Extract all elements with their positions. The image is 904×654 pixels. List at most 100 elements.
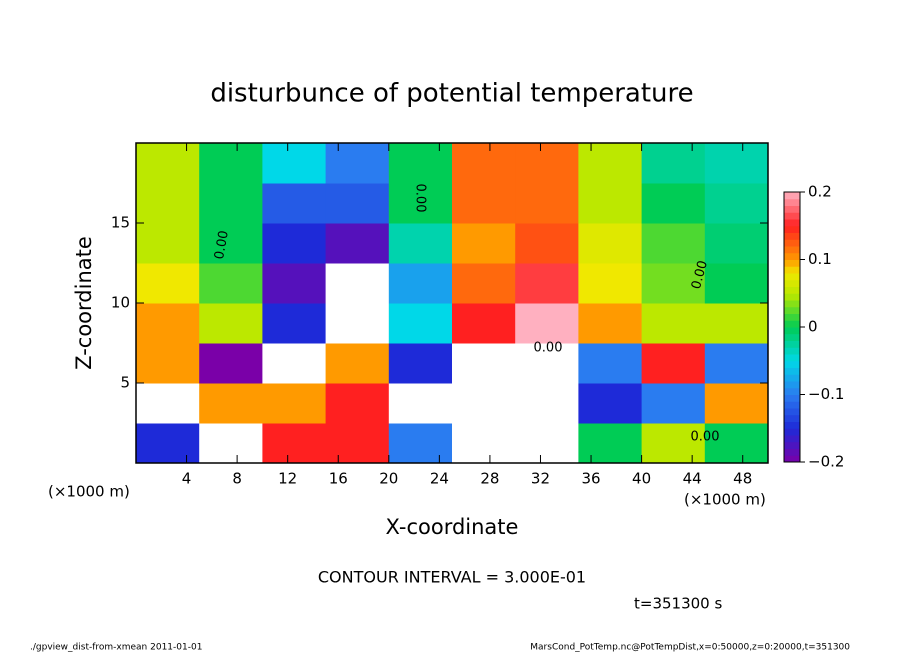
time-label: t=351300 s — [634, 595, 722, 613]
colorbar-tick-label: 0.2 — [808, 183, 832, 201]
cell — [515, 343, 579, 384]
cell — [515, 383, 579, 424]
cell — [452, 343, 516, 384]
cell — [704, 423, 769, 464]
colorbar-step — [784, 279, 800, 287]
footer-left: ./gpview_dist-from-xmean 2011-01-01 — [30, 643, 202, 653]
colorbar-tick-label: −0.1 — [808, 385, 844, 403]
x-tick-label: 16 — [329, 470, 348, 488]
colorbar-step — [784, 212, 800, 220]
y-tick-label: 15 — [111, 214, 130, 232]
colorbar-step — [784, 360, 800, 368]
colorbar-step — [784, 340, 800, 348]
contour-label: 0.00 — [413, 184, 428, 213]
cell — [641, 263, 706, 304]
cell — [641, 303, 706, 344]
cell — [262, 183, 327, 224]
colorbar-step — [784, 232, 800, 240]
cell — [199, 423, 263, 464]
colorbar-step — [784, 192, 800, 200]
cell — [199, 143, 263, 184]
cell — [262, 223, 327, 264]
colorbar-step — [784, 205, 800, 213]
cell — [641, 183, 706, 224]
cell — [136, 223, 200, 264]
x-tick-label: 36 — [581, 470, 600, 488]
cell — [704, 343, 769, 384]
cell — [704, 223, 769, 264]
colorbar-step — [784, 239, 800, 247]
contour-interval: CONTOUR INTERVAL = 3.000E-01 — [318, 568, 586, 587]
cell — [452, 143, 516, 184]
cell — [388, 383, 453, 424]
colorbar-step — [784, 441, 800, 449]
colorbar-step — [784, 293, 800, 301]
footer-right: MarsCond_PotTemp.nc@PotTempDist,x=0:5000… — [530, 643, 850, 653]
colorbar-step — [784, 252, 800, 260]
cell — [578, 223, 643, 264]
colorbar-step — [784, 333, 800, 341]
cell — [641, 423, 706, 464]
colorbar-step — [784, 394, 800, 402]
x-axis-label: X-coordinate — [386, 515, 519, 539]
x-tick-label: 44 — [683, 470, 702, 488]
cell — [325, 343, 390, 384]
colorbar-step — [784, 225, 800, 233]
colorbar-step — [784, 401, 800, 409]
x-unit: (×1000 m) — [684, 491, 766, 509]
cell — [515, 263, 579, 304]
cell — [136, 423, 200, 464]
cell — [641, 383, 706, 424]
cell — [325, 423, 390, 464]
colorbar-step — [784, 354, 800, 362]
cell — [325, 143, 390, 184]
x-tick-label: 40 — [632, 470, 651, 488]
cell — [641, 223, 706, 264]
cell — [388, 303, 453, 344]
cell — [136, 343, 200, 384]
colorbar-step — [784, 387, 800, 395]
cell — [388, 183, 453, 224]
cell — [704, 143, 769, 184]
cell — [136, 303, 200, 344]
colorbar-step — [784, 367, 800, 375]
cell — [452, 303, 516, 344]
cell — [136, 143, 200, 184]
cell — [136, 383, 200, 424]
colorbar-step — [784, 306, 800, 314]
cell — [515, 303, 579, 344]
colorbar-step — [784, 381, 800, 389]
cell — [388, 223, 453, 264]
cell — [136, 263, 200, 304]
colorbar-step — [784, 414, 800, 422]
cell — [515, 183, 579, 224]
x-tick-label: 24 — [430, 470, 449, 488]
cell — [452, 263, 516, 304]
y-unit: (×1000 m) — [48, 483, 130, 501]
cell — [325, 263, 390, 304]
cell — [578, 143, 643, 184]
colorbar-step — [784, 327, 800, 335]
cell — [325, 383, 390, 424]
colorbar-step — [784, 428, 800, 436]
colorbar-step — [784, 246, 800, 254]
cell — [199, 303, 263, 344]
y-axis-label: Z-coordinate — [72, 236, 96, 370]
x-tick-label: 12 — [278, 470, 297, 488]
cell — [515, 423, 579, 464]
cell — [199, 263, 263, 304]
colorbar-step — [784, 313, 800, 321]
cell — [325, 183, 390, 224]
x-tick-label: 32 — [531, 470, 550, 488]
cell — [515, 143, 579, 184]
colorbar-step — [784, 198, 800, 206]
cell — [262, 143, 327, 184]
x-tick-label: 4 — [182, 470, 192, 488]
colorbar-step — [784, 259, 800, 267]
contour-label: 0.00 — [691, 430, 720, 445]
colorbar-step — [784, 435, 800, 443]
cell — [578, 423, 643, 464]
colorbar-step — [784, 347, 800, 355]
cell — [452, 383, 516, 424]
